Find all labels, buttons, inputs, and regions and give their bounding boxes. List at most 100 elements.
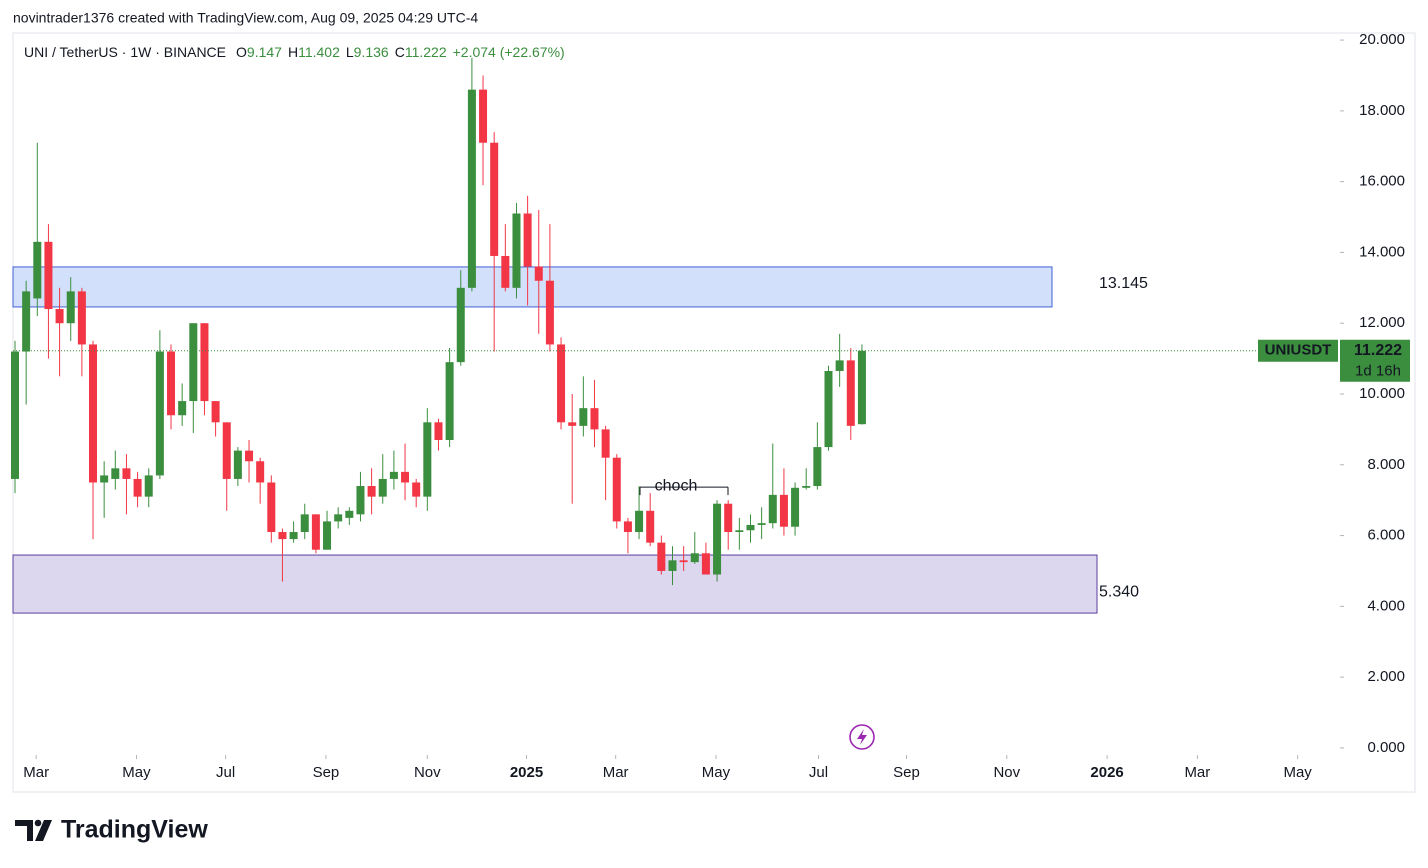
zone-label: 5.340 [1099,583,1139,600]
candle-body [323,521,332,550]
candle-body [55,309,64,324]
candle-body [579,408,588,426]
y-tick-label: 18.000 [1359,102,1405,119]
candle-body [735,530,744,533]
x-tick-label: Jul [216,764,235,781]
legend-value: 11.402 [298,44,340,60]
candle-body [802,486,811,488]
candle-body [456,287,465,363]
candle-body [133,478,142,497]
x-tick-label: 2025 [510,764,543,781]
candle-body [245,450,254,462]
candle-body [122,468,131,479]
logo: TradingView [15,816,208,844]
legend-change: +2.074 (+22.67%) [453,44,565,60]
candle-body [178,401,187,416]
candle-body [434,422,443,441]
candle-body [155,351,164,476]
y-tick-label: 8.000 [1367,456,1405,473]
candle-body [233,450,242,479]
candle-body [378,478,387,497]
candle-body [757,523,766,525]
x-tick-label: May [702,764,731,781]
candle-body [167,351,176,416]
x-tick-label: Nov [993,764,1020,781]
candle-body [623,521,632,533]
legend-value: 9.147 [247,44,282,60]
candle-body [779,494,788,527]
candle-body [857,350,866,425]
candle-body [668,560,677,571]
legend-key: L [346,44,354,60]
candle-body [701,553,710,575]
logo-dot [34,819,42,827]
legend-key: O [236,44,247,60]
candle-body [144,475,153,497]
plot-area: 0.000 2.000 4.000 6.000 8.000 10.000 12.000 14.… [11,31,1410,781]
legend-key: H [288,44,298,60]
candle-body [746,524,755,531]
candle-body [367,486,376,497]
candle-body [33,241,42,299]
legend-value: 9.136 [354,44,389,60]
candle-body [724,503,733,533]
candle-body [211,401,220,423]
candle-body [846,360,855,426]
x-tick-label: May [122,764,151,781]
logo-mark [15,820,33,841]
x-tick-label: Sep [313,764,340,781]
y-tick-label: 10.000 [1359,385,1405,402]
zone-label: 13.145 [1099,275,1148,292]
y-tick-label: 14.000 [1359,243,1405,260]
candle-body [222,422,231,479]
candle-body [334,514,343,522]
candle-body [545,280,554,345]
candle-body [289,532,298,540]
logo-mark [35,820,52,841]
candle-body [479,89,488,143]
candle-body [534,266,543,281]
symbol-label: UNIUSDT [1265,342,1332,359]
candle-body [713,503,722,575]
candle-body [679,560,688,563]
x-tick-label: 2026 [1090,764,1123,781]
candle-body [813,447,822,487]
y-tick-label: 2.000 [1367,668,1405,685]
countdown: 1d 16h [1355,363,1401,380]
candle-body [77,291,86,345]
candle-body [11,351,20,479]
candle-body [423,422,432,497]
candle-body [22,291,31,352]
candle-body [523,213,532,267]
y-tick-label: 16.000 [1359,173,1405,190]
symbol-badge [1258,339,1338,362]
candle-body [690,553,699,563]
x-tick-label: Nov [414,764,441,781]
candle-body [445,362,454,441]
y-tick-label: 0.000 [1367,739,1405,756]
candle-body [401,471,410,483]
candle-body [311,514,320,550]
candle-body [824,370,833,448]
candle-body [590,408,599,430]
candle-body [467,89,476,288]
legend: UNI / TetherUS · 1W · BINANCE O9.147 H11.4… [24,44,565,60]
legend-value: 11.222 [405,44,447,60]
candle-body [89,344,98,483]
price-badge [1340,339,1410,382]
candle-body [300,514,309,533]
x-tick-label: Jul [809,764,828,781]
candle-body [646,510,655,543]
candle-body [657,542,666,571]
candle-body [635,510,644,533]
candle-body [256,461,265,483]
y-tick-label: 12.000 [1359,314,1405,331]
candle-body [512,213,521,288]
price-label: 11.222 [1354,342,1402,359]
candle-body [601,429,610,458]
candle-body [189,323,198,402]
candle-body [835,360,844,371]
x-tick-label: Mar [1184,764,1210,781]
x-tick-label: May [1283,764,1312,781]
